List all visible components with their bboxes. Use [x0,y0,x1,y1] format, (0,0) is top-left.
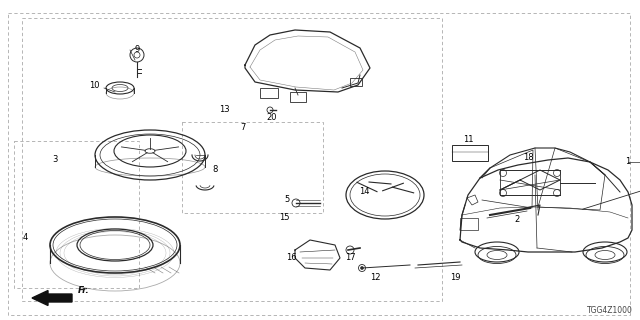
Text: 11: 11 [463,135,473,145]
Text: 15: 15 [280,213,290,222]
Bar [350,78,362,86]
Bar [460,218,478,230]
Bar [290,92,306,102]
Text: 1: 1 [625,157,630,166]
Circle shape [360,267,364,269]
Text: 12: 12 [370,274,380,283]
Bar [182,122,323,213]
Bar [452,145,488,161]
Text: 20: 20 [267,114,277,123]
Text: 17: 17 [345,253,355,262]
Text: TGG4Z1000: TGG4Z1000 [587,306,633,315]
FancyArrow shape [32,291,72,306]
Text: 7: 7 [240,123,246,132]
Text: 18: 18 [523,154,533,163]
Text: 14: 14 [360,188,370,196]
Text: Fr.: Fr. [78,286,90,295]
Text: 2: 2 [515,215,520,225]
Text: 8: 8 [212,165,218,174]
Bar [22,18,442,301]
Text: 3: 3 [52,156,58,164]
Text: 13: 13 [220,106,230,115]
Bar [260,88,278,98]
Text: 10: 10 [90,81,100,90]
Text: 4: 4 [23,234,28,243]
Text: 9: 9 [134,45,140,54]
Text: 5: 5 [285,196,290,204]
Text: 16: 16 [285,253,296,262]
Text: 19: 19 [450,274,460,283]
Bar [14,141,139,288]
